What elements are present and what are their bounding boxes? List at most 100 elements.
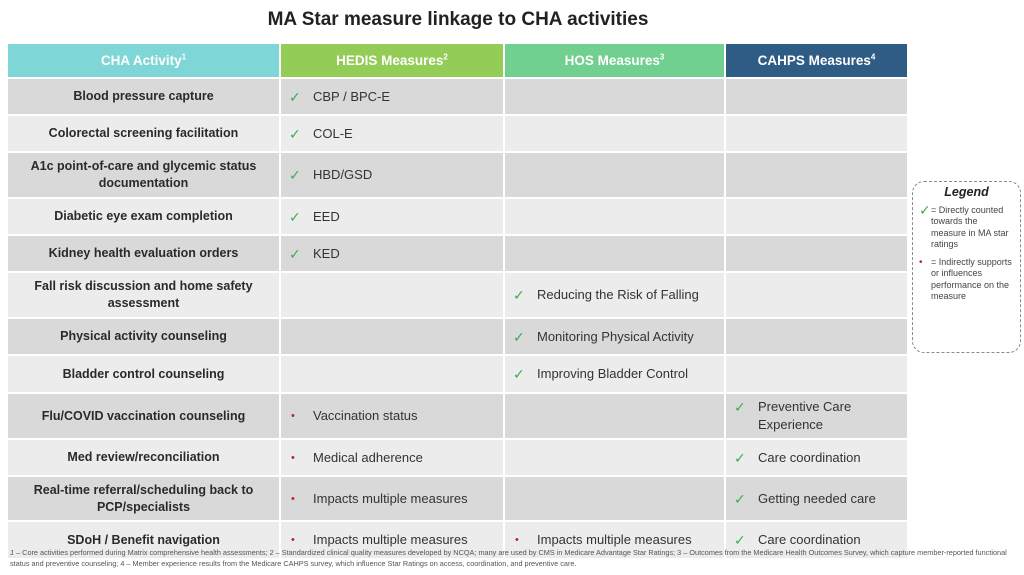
cahps-measure-cell: ✓ Care coordination (726, 440, 907, 475)
hedis-measure-cell: ✓ HBD/GSD (281, 153, 503, 197)
hedis-measure-cell: ✓ KED (281, 236, 503, 271)
hedis-measure-cell: • Impacts multiple measures (281, 522, 503, 558)
table-row: SDoH / Benefit navigation • Impacts multip… (8, 522, 907, 558)
measure-text: Impacts multiple measures (537, 532, 692, 547)
hedis-measure-cell: ✓ EED (281, 199, 503, 234)
legend-item-indirect: • = Indirectly supports or influences pe… (919, 257, 1014, 303)
table-row: A1c point-of-care and glycemic status do… (8, 153, 907, 197)
cha-activity-cell: A1c point-of-care and glycemic status do… (8, 153, 279, 197)
header-hos-measures: HOS Measures3 (505, 44, 724, 77)
measure-text: Preventive Care Experience (758, 399, 852, 432)
check-icon: ✓ (289, 88, 301, 105)
table-row: Diabetic eye exam completion ✓ EED (8, 199, 907, 234)
check-icon: ✓ (289, 208, 301, 225)
measure-text: Improving Bladder Control (537, 366, 689, 381)
table-row: Colorectal screening facilitation ✓ COL-E (8, 116, 907, 151)
measure-text: Reducing the Risk of Falling (537, 287, 699, 302)
page-title: MA Star measure linkage to CHA activitie… (267, 9, 649, 30)
check-icon: ✓ (734, 532, 746, 548)
check-icon: ✓ (734, 490, 746, 507)
hos-measure-cell: ✓ Monitoring Physical Activity (505, 319, 724, 354)
legend-text: = Directly counted towards the measure i… (931, 204, 1009, 250)
table-row: Real-time referral/scheduling back to PC… (8, 477, 907, 520)
cahps-measure-cell (726, 319, 907, 354)
cahps-measure-cell (726, 356, 907, 392)
check-icon: ✓ (289, 245, 301, 262)
check-icon: ✓ (734, 399, 746, 415)
hos-measure-cell (505, 153, 724, 197)
cahps-measure-cell (726, 236, 907, 271)
hedis-measure-cell: ✓ COL-E (281, 116, 503, 151)
check-icon: ✓ (513, 366, 525, 382)
cha-activity-cell: SDoH / Benefit navigation (8, 522, 279, 558)
cha-activity-cell: Bladder control counseling (8, 356, 279, 392)
cha-activity-cell: Flu/COVID vaccination counseling (8, 394, 279, 438)
measure-text: Getting needed care (758, 490, 876, 506)
cha-activity-cell: Fall risk discussion and home safety ass… (8, 273, 279, 317)
measure-text: Vaccination status (313, 408, 418, 423)
header-cha-activity: CHA Activity1 (8, 44, 279, 77)
hedis-measure-cell: • Medical adherence (281, 440, 503, 475)
measure-text: Medical adherence (313, 449, 423, 465)
table-row: Med review/reconciliation • Medical adhere… (8, 440, 907, 475)
hos-measure-cell (505, 79, 724, 114)
hos-measure-cell (505, 394, 724, 438)
hos-measure-cell: ✓ Improving Bladder Control (505, 356, 724, 392)
hos-measure-cell (505, 440, 724, 475)
check-icon: ✓ (513, 328, 525, 345)
hedis-measure-cell: • Vaccination status (281, 394, 503, 438)
cha-activity-cell: Real-time referral/scheduling back to PC… (8, 477, 279, 520)
cahps-measure-cell: ✓ Care coordination (726, 522, 907, 558)
cahps-measure-cell (726, 116, 907, 151)
legend-text: = Indirectly supports or influences perf… (931, 256, 1012, 302)
table-row: Fall risk discussion and home safety ass… (8, 273, 907, 317)
table-row: Physical activity counseling ✓ Monitoring … (8, 319, 907, 354)
check-icon: ✓ (513, 287, 525, 303)
table-row: Flu/COVID vaccination counseling • Vaccina… (8, 394, 907, 438)
cahps-measure-cell: ✓ Getting needed care (726, 477, 907, 520)
table-header-row: CHA Activity1 HEDIS Measures2 HOS Measur… (8, 44, 907, 77)
cha-activity-cell: Kidney health evaluation orders (8, 236, 279, 271)
measure-text: HBD/GSD (313, 167, 373, 182)
hos-measure-cell (505, 477, 724, 520)
hedis-measure-cell (281, 273, 503, 317)
measure-text: COL-E (313, 125, 353, 141)
hos-measure-cell: • Impacts multiple measures (505, 522, 724, 558)
cahps-measure-cell (726, 79, 907, 114)
cahps-measure-cell (726, 273, 907, 317)
hedis-measure-cell: • Impacts multiple measures (281, 477, 503, 520)
dot-icon: • (291, 534, 295, 546)
cha-activity-cell: Blood pressure capture (8, 79, 279, 114)
hos-measure-cell (505, 116, 724, 151)
check-icon: ✓ (734, 449, 746, 466)
measure-text: Care coordination (758, 532, 861, 547)
measure-linkage-table: CHA Activity1 HEDIS Measures2 HOS Measur… (6, 42, 909, 560)
measure-text: Care coordination (758, 449, 861, 465)
dot-icon: • (515, 534, 519, 546)
header-hedis-measures: HEDIS Measures2 (281, 44, 503, 77)
hos-measure-cell: ✓ Reducing the Risk of Falling (505, 273, 724, 317)
hos-measure-cell (505, 199, 724, 234)
dot-icon: • (291, 492, 295, 505)
measure-text: EED (313, 208, 340, 224)
hos-measure-cell (505, 236, 724, 271)
measure-text: CBP / BPC-E (313, 88, 391, 104)
hedis-measure-cell (281, 356, 503, 392)
table-row: Blood pressure capture ✓ CBP / BPC-E (8, 79, 907, 114)
dot-icon: • (919, 256, 923, 268)
footnote: 1 – Core activities performed during Mat… (10, 548, 1007, 568)
dot-icon: • (291, 410, 295, 422)
hedis-measure-cell (281, 319, 503, 354)
dot-icon: • (291, 451, 295, 464)
legend-item-direct: ✓ = Directly counted towards the measure… (919, 201, 1014, 251)
measure-text: Impacts multiple measures (313, 490, 468, 506)
measure-text: Monitoring Physical Activity (537, 328, 694, 344)
cahps-measure-cell (726, 153, 907, 197)
check-icon: ✓ (919, 201, 931, 218)
cahps-measure-cell: ✓ Preventive Care Experience (726, 394, 907, 438)
cha-activity-cell: Colorectal screening facilitation (8, 116, 279, 151)
cahps-measure-cell (726, 199, 907, 234)
cha-activity-cell: Diabetic eye exam completion (8, 199, 279, 234)
measure-text: KED (313, 245, 340, 261)
measure-text: Impacts multiple measures (313, 532, 468, 547)
